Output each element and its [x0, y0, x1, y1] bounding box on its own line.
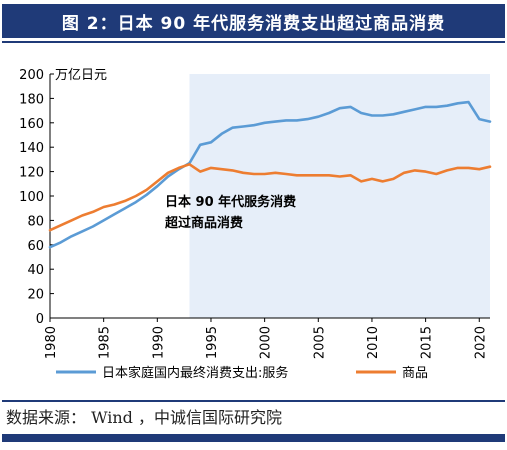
legend-label-goods: 商品 — [402, 366, 428, 381]
x-tick-label: 2005 — [312, 326, 327, 359]
line-chart: 0 20 40 60 80 100 120 140 160 180 200 1980 1985 1990 1… — [0, 0, 507, 400]
y-tick-label: 200 — [19, 68, 44, 83]
annotation-line: 超过商品消费 — [165, 215, 243, 231]
legend-label-services: 日本家庭国内最终消费支出:服务 — [102, 365, 288, 381]
y-tick-label: 100 — [19, 190, 44, 205]
y-tick-label: 0 — [36, 312, 44, 327]
x-tick-label: 1985 — [98, 326, 113, 359]
y-tick-label: 60 — [27, 239, 44, 254]
y-tick-label: 120 — [19, 166, 44, 181]
annotation-line: 日本 90 年代服务消费 — [165, 194, 296, 210]
x-tick-label: 1980 — [44, 326, 59, 359]
y-tick-label: 180 — [19, 92, 44, 107]
x-tick-label: 2000 — [259, 326, 274, 359]
y-axis-unit-label: 万亿日元 — [55, 68, 107, 83]
x-tick-label: 1995 — [205, 326, 220, 359]
y-tick-label: 40 — [27, 263, 44, 278]
y-tick-label: 160 — [19, 117, 44, 132]
x-tick-label: 2020 — [473, 326, 488, 359]
y-tick-label: 140 — [19, 141, 44, 156]
x-tick-label: 2015 — [420, 326, 435, 359]
y-tick-label: 80 — [27, 214, 44, 229]
source-note: 数据来源： Wind ，中诚信国际研究院 — [6, 404, 282, 428]
chart-legend: 日本家庭国内最终消费支出:服务 商品 — [56, 365, 428, 381]
x-tick-label: 1990 — [151, 326, 166, 359]
footer-bar — [2, 434, 505, 442]
x-tick-label: 2010 — [366, 326, 381, 359]
footer-rule — [2, 400, 505, 402]
y-tick-label: 20 — [27, 288, 44, 303]
